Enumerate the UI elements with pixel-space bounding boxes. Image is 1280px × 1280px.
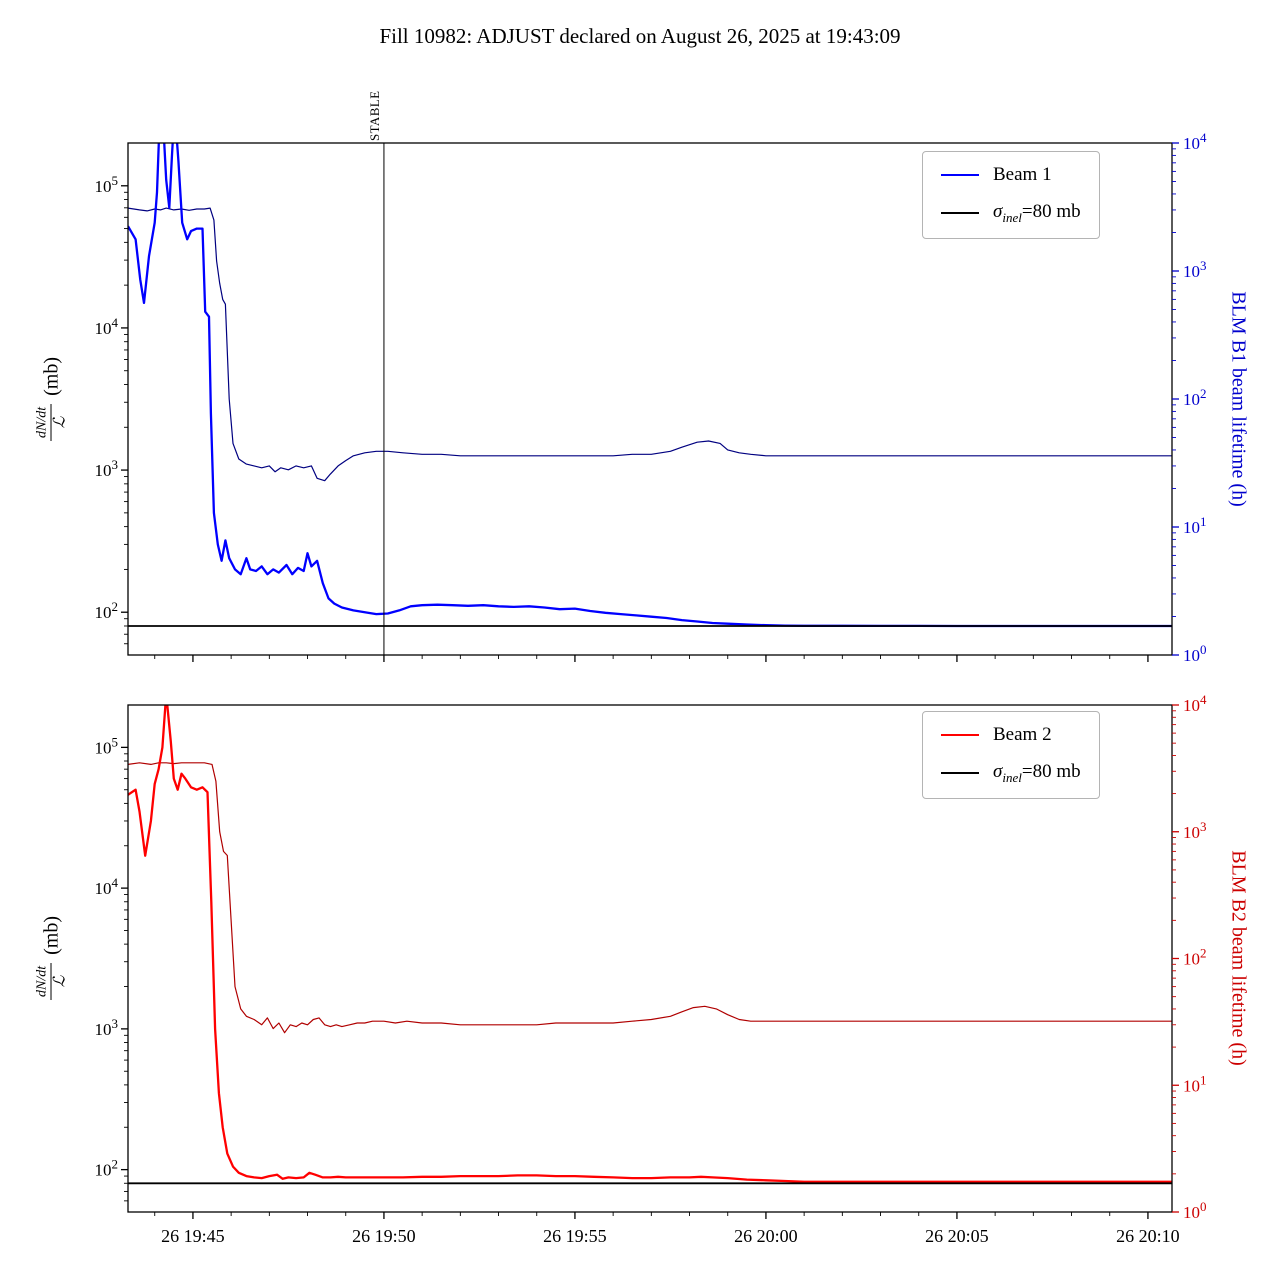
legend-entry-sigma-bottom: σinel=80 mb <box>941 761 1081 786</box>
y-axis-unit: (mb) <box>40 915 63 955</box>
stable-annotation: STABLE <box>367 90 382 141</box>
right-y-axis-label-bottom: BLM B2 beam lifetime (h) <box>1227 850 1250 1066</box>
svg-text:102: 102 <box>95 1157 119 1180</box>
svg-text:26 20:00: 26 20:00 <box>734 1226 798 1246</box>
y-axis-label-bottom: dN/dt ℒ (mb) <box>34 915 70 1001</box>
legend-bottom: Beam 2 σinel=80 mb <box>922 711 1100 799</box>
svg-text:103: 103 <box>1183 819 1207 842</box>
fraction-numerator: dN/dt <box>34 403 52 442</box>
svg-text:102: 102 <box>1183 386 1207 409</box>
sigma-symbol: σ <box>993 201 1003 222</box>
fraction-denominator: ℒ <box>51 416 69 429</box>
sigma-symbol: σ <box>993 761 1003 782</box>
legend-entry-beam1: Beam 1 <box>941 164 1081 186</box>
svg-text:26 20:05: 26 20:05 <box>925 1226 989 1246</box>
legend-label-sigma: σinel=80 mb <box>993 761 1081 786</box>
legend-label-beam1: Beam 1 <box>993 164 1052 185</box>
sigma-line-swatch <box>941 212 979 215</box>
svg-text:100: 100 <box>1183 642 1207 665</box>
beam2-line-swatch <box>941 734 979 736</box>
svg-text:103: 103 <box>95 1016 119 1039</box>
svg-text:104: 104 <box>95 315 119 338</box>
svg-text:26 19:45: 26 19:45 <box>161 1226 225 1246</box>
legend-entry-beam2: Beam 2 <box>941 724 1081 746</box>
svg-text:104: 104 <box>1183 692 1207 715</box>
svg-text:102: 102 <box>1183 946 1207 969</box>
dndt-over-lumi-fraction: dN/dt ℒ <box>34 962 70 1001</box>
sigma-subscript: inel <box>1002 209 1022 225</box>
dndt-over-lumi-fraction: dN/dt ℒ <box>34 403 70 442</box>
legend-entry-sigma-top: σinel=80 mb <box>941 201 1081 226</box>
legend-label-sigma: σinel=80 mb <box>993 201 1081 226</box>
legend-top: Beam 1 σinel=80 mb <box>922 151 1100 239</box>
fraction-denominator: ℒ <box>51 975 69 988</box>
svg-text:105: 105 <box>95 173 119 196</box>
sigma-subscript: inel <box>1002 769 1022 785</box>
svg-text:26 19:55: 26 19:55 <box>543 1226 607 1246</box>
beam1-line-swatch <box>941 174 979 176</box>
svg-text:104: 104 <box>1183 130 1207 153</box>
svg-text:103: 103 <box>1183 258 1207 281</box>
y-axis-unit: (mb) <box>40 356 63 396</box>
svg-text:26 19:50: 26 19:50 <box>352 1226 416 1246</box>
svg-text:100: 100 <box>1183 1199 1207 1222</box>
svg-text:102: 102 <box>95 599 119 622</box>
sigma-line-swatch <box>941 772 979 775</box>
sigma-value: =80 mb <box>1021 761 1081 782</box>
svg-text:104: 104 <box>95 875 119 898</box>
svg-text:105: 105 <box>95 734 119 757</box>
svg-text:26 20:10: 26 20:10 <box>1116 1226 1180 1246</box>
sigma-value: =80 mb <box>1021 201 1081 222</box>
fraction-numerator: dN/dt <box>34 962 52 1001</box>
svg-text:101: 101 <box>1183 1072 1207 1095</box>
chart-title: Fill 10982: ADJUST declared on August 26… <box>379 24 901 48</box>
y-axis-label-top: dN/dt ℒ (mb) <box>34 356 70 442</box>
svg-text:103: 103 <box>95 457 119 480</box>
legend-label-beam2: Beam 2 <box>993 724 1052 745</box>
svg-text:101: 101 <box>1183 514 1207 537</box>
right-y-axis-label-top: BLM B1 beam lifetime (h) <box>1227 291 1250 507</box>
